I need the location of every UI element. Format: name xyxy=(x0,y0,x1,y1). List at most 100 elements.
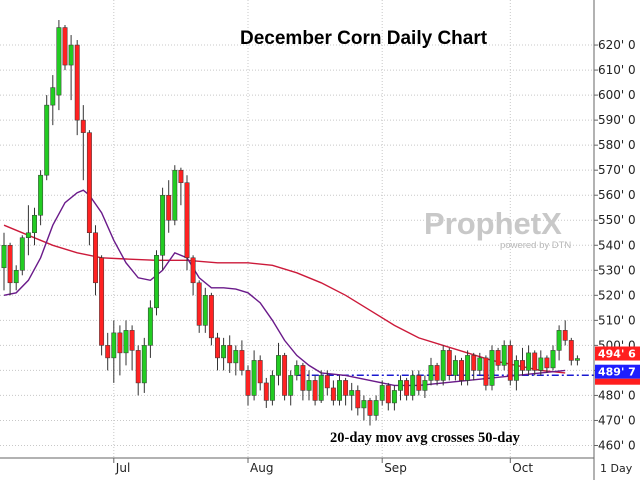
crossover-annotation: 20-day mov avg crosses 50-day xyxy=(330,430,521,446)
candle-body xyxy=(343,380,349,396)
y-tick-label: 620' 0 xyxy=(598,38,636,52)
candle-body xyxy=(501,345,507,366)
y-tick-label: 520' 0 xyxy=(598,288,636,302)
candle-body xyxy=(99,257,105,346)
candle-body xyxy=(50,87,56,106)
candle-body xyxy=(227,345,233,364)
y-tick-label: 580' 0 xyxy=(598,138,636,152)
candle-body xyxy=(465,355,471,381)
candle-body xyxy=(452,360,458,376)
candle-body xyxy=(410,375,416,396)
candle-body xyxy=(105,345,111,359)
candle-body xyxy=(7,245,13,284)
candle-body xyxy=(117,332,123,354)
candle-body xyxy=(56,27,62,96)
candle-body xyxy=(373,400,379,416)
candle-body xyxy=(141,345,147,384)
candle-body xyxy=(483,357,489,386)
candle-body xyxy=(318,375,324,401)
candle-body xyxy=(526,352,532,371)
candle-body xyxy=(269,375,275,401)
candle-body xyxy=(404,380,410,396)
candle-body xyxy=(489,350,495,386)
candle-body xyxy=(312,380,318,401)
candle-body xyxy=(471,355,477,371)
candle-body xyxy=(507,345,513,381)
x-tick-label: Aug xyxy=(250,461,273,475)
watermark-brand: ProphetX xyxy=(424,206,562,241)
crossover-level-badge xyxy=(595,364,640,379)
candle-body xyxy=(532,352,538,371)
candle-body xyxy=(196,282,202,326)
candle-body xyxy=(111,332,117,359)
y-tick-label: 610' 0 xyxy=(598,63,636,77)
candle-body xyxy=(257,360,263,384)
candle-body xyxy=(434,365,440,381)
y-tick-label: 470' 0 xyxy=(598,413,636,427)
candle-body xyxy=(398,380,403,391)
y-tick-label: 540' 0 xyxy=(598,238,636,252)
y-tick-label: 600' 0 xyxy=(598,88,636,102)
candle-body xyxy=(276,355,281,376)
candle-body xyxy=(422,380,428,391)
y-tick-label: 570' 0 xyxy=(598,163,636,177)
x-tick-label: Jul xyxy=(115,461,130,475)
y-tick-label: 560' 0 xyxy=(598,188,636,202)
candle-body xyxy=(391,390,397,404)
y-tick-label: 510' 0 xyxy=(598,313,636,327)
candle-body xyxy=(208,295,214,339)
prophetx-watermark: ProphetX powered by DTN xyxy=(424,206,571,251)
candle-body xyxy=(32,214,37,234)
candle-body xyxy=(556,330,562,351)
candle-body xyxy=(288,375,294,396)
y-tick-label: 550' 0 xyxy=(598,213,636,227)
candle-body xyxy=(123,330,129,354)
candle-body xyxy=(367,400,373,416)
candle-body xyxy=(44,104,50,176)
candle-body xyxy=(215,337,220,359)
candle-body xyxy=(324,375,330,389)
candle-body xyxy=(25,232,31,239)
candle-body xyxy=(190,257,196,284)
candle-body xyxy=(1,245,7,269)
candle-body xyxy=(93,232,98,284)
candle-body xyxy=(294,365,300,376)
candle-body xyxy=(13,270,19,284)
candle-body xyxy=(428,365,434,381)
candle-body xyxy=(178,169,184,183)
candle-body xyxy=(562,330,568,341)
candle-body xyxy=(129,330,135,351)
candle-body xyxy=(538,357,544,371)
y-tick-label: 480' 0 xyxy=(598,388,636,402)
candle-body xyxy=(379,385,385,401)
candle-body xyxy=(459,360,464,381)
candle-body xyxy=(330,387,336,401)
candle-body xyxy=(513,360,519,381)
watermark-tagline: powered by DTN xyxy=(500,240,571,251)
candle-body xyxy=(251,360,257,396)
candle-body xyxy=(337,380,342,401)
x-tick-label: Sep xyxy=(384,461,407,475)
chart-title: December Corn Daily Chart xyxy=(240,28,488,49)
x-tick-label: Oct xyxy=(512,461,533,475)
candle-body xyxy=(300,365,306,391)
y-tick-label: 460' 0 xyxy=(598,438,636,452)
candle-body xyxy=(495,350,501,366)
candle-body xyxy=(263,382,269,401)
candle-body xyxy=(568,340,574,361)
candle-body xyxy=(550,350,556,369)
candle-body xyxy=(160,194,166,256)
candle-body xyxy=(166,194,172,221)
candle-body xyxy=(154,255,159,309)
candle-body xyxy=(221,345,227,359)
y-tick-label: 530' 0 xyxy=(598,263,636,277)
candle-body xyxy=(202,295,208,326)
last-price-badge xyxy=(595,346,640,361)
candle-body xyxy=(147,307,153,346)
candle-body xyxy=(574,358,580,361)
crossover-level-label: 489' 7 xyxy=(598,366,636,379)
y-tick-label: 590' 0 xyxy=(598,113,636,127)
candle-body xyxy=(74,44,80,121)
